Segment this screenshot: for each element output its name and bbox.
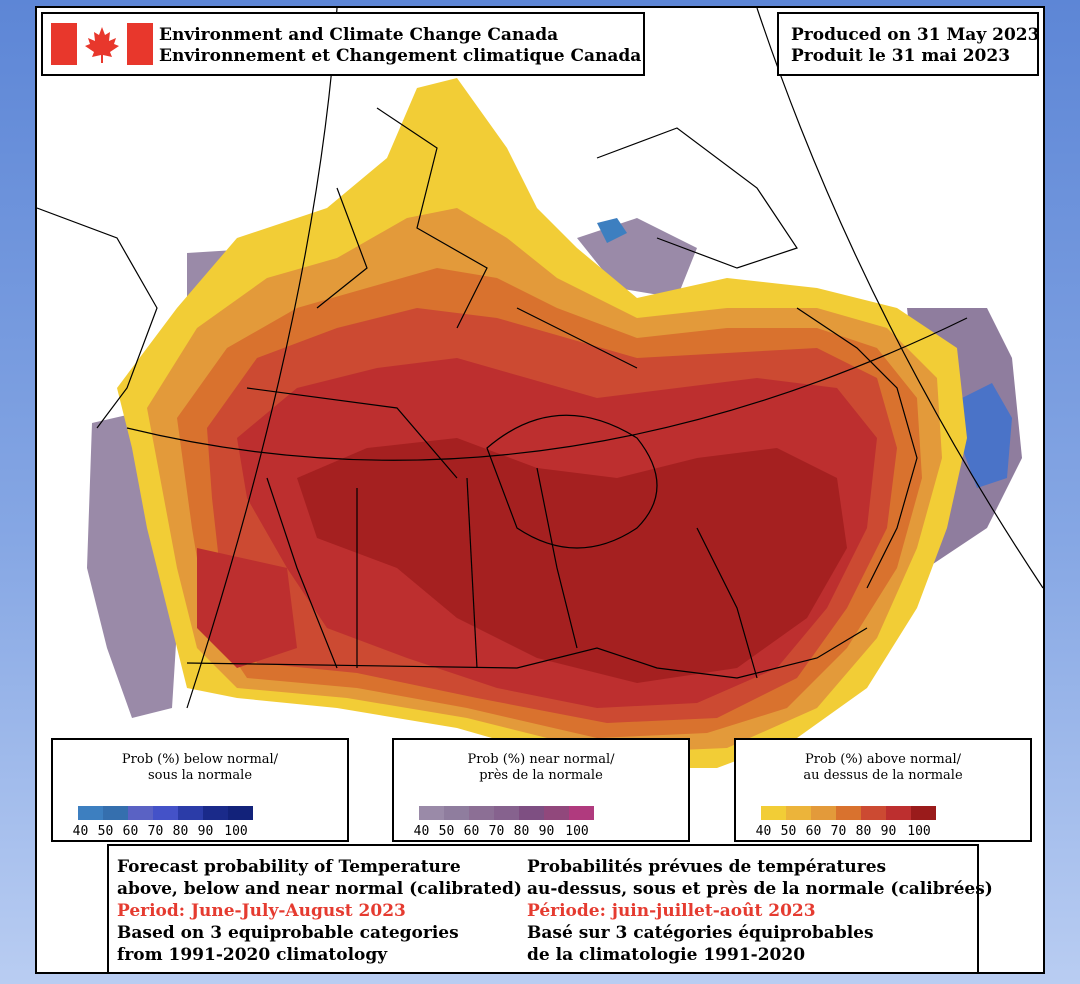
legend-near-swatch-4 <box>494 806 519 820</box>
agency-header: Environment and Climate Change Canada En… <box>41 12 645 76</box>
legend-below-normal: Prob (%) below normal/ sous la normale 4… <box>51 738 349 842</box>
forecast-map-frame: Environment and Climate Change Canada En… <box>35 6 1045 974</box>
below-normal-zone-labrador-sea <box>962 383 1012 488</box>
legend-above-subtitle: au dessus de la normale <box>803 768 963 783</box>
description-en-line5: from 1991-2020 climatology <box>117 945 388 965</box>
provincial-border-mb-on <box>536 467 578 649</box>
labrador-coast <box>796 307 918 589</box>
legend-below-color-bar <box>78 806 253 820</box>
greenland-coast <box>596 127 798 269</box>
maple-leaf-icon <box>85 27 119 63</box>
alaska-coast <box>37 207 158 429</box>
below-normal-zone-davis <box>597 218 627 243</box>
description-fr-line1: Probabilités prévues de températures <box>527 857 887 877</box>
legend-below-swatch-4 <box>153 806 178 820</box>
legend-near-swatch-3 <box>469 806 494 820</box>
legend-near-swatch-2 <box>444 806 469 820</box>
meridian-line-1 <box>186 8 338 709</box>
provincial-border-on-qc <box>696 527 758 679</box>
forecast-description: Forecast probability of Temperature abov… <box>107 844 993 972</box>
legend-below-swatch-5 <box>178 806 203 820</box>
legend-above-swatch-5 <box>861 806 886 820</box>
description-en-line2: above, below and near normal (calibrated… <box>117 879 522 899</box>
legend-below-swatch-3 <box>128 806 153 820</box>
legend-below-subtitle: sous la normale <box>147 768 253 783</box>
canada-us-border <box>186 627 868 679</box>
territorial-border <box>246 387 458 479</box>
legend-above-swatch-1 <box>761 806 786 820</box>
description-fr-line4: Basé sur 3 catégories équiprobables <box>527 923 874 943</box>
legend-above-swatch-7 <box>911 806 936 820</box>
arctic-islands-coast <box>316 107 638 369</box>
provincial-border-sk-mb <box>466 477 478 669</box>
legend-near-swatch-7 <box>569 806 594 820</box>
legend-above-swatch-3 <box>811 806 836 820</box>
legend-below-ticks: 40 50 60 70 80 90 100 <box>72 824 248 839</box>
legend-near-swatch-6 <box>544 806 569 820</box>
above-normal-zones <box>117 78 967 768</box>
agency-name-en: Environment and Climate Change Canada <box>159 25 559 45</box>
description-fr-line5: de la climatologie 1991-2020 <box>527 945 806 965</box>
legend-below-swatch-7 <box>228 806 253 820</box>
hudson-bay-coast <box>486 414 658 549</box>
legend-near-subtitle: près de la normale <box>479 768 603 783</box>
produced-date-box: Produced on 31 May 2023 Produit le 31 ma… <box>777 12 1039 76</box>
legend-near-color-bar <box>419 806 594 820</box>
description-en-line4: Based on 3 equiprobable categories <box>117 923 459 943</box>
legend-above-swatch-4 <box>836 806 861 820</box>
description-en: Forecast probability of Temperature abov… <box>117 856 522 966</box>
description-en-line1: Forecast probability of Temperature <box>117 857 461 877</box>
legend-above-swatch-2 <box>786 806 811 820</box>
agency-name-fr: Environnement et Changement climatique C… <box>159 46 642 66</box>
meridian-line-2 <box>756 8 1043 589</box>
legend-above-title: Prob (%) above normal/ <box>805 752 961 767</box>
map-linework <box>37 8 1043 709</box>
legend-near-ticks: 40 50 60 70 80 90 100 <box>413 824 589 839</box>
legend-near-title: Prob (%) near normal/ <box>467 752 615 767</box>
canada-flag <box>51 23 153 65</box>
legend-below-swatch-1 <box>78 806 103 820</box>
description-fr-period: Période: juin-juillet-août 2023 <box>527 901 816 921</box>
legend-below-title: Prob (%) below normal/ <box>121 752 279 767</box>
produced-date-fr: Produit le 31 mai 2023 <box>791 46 1011 66</box>
description-fr-line2: au-dessus, sous et près de la normale (c… <box>527 879 993 899</box>
legend-above-normal: Prob (%) above normal/ au dessus de la n… <box>734 738 1032 842</box>
provincial-border-bc-ab <box>266 477 338 669</box>
legend-near-swatch-1 <box>419 806 444 820</box>
forecast-map <box>37 8 1043 768</box>
above-90-zone <box>297 438 847 683</box>
legend-near-normal: Prob (%) near normal/ près de la normale… <box>392 738 690 842</box>
description-fr: Probabilités prévues de températures au-… <box>527 856 993 966</box>
legend-above-swatch-6 <box>886 806 911 820</box>
legend-below-swatch-2 <box>103 806 128 820</box>
legend-above-color-bar <box>761 806 936 820</box>
produced-date-en: Produced on 31 May 2023 <box>791 25 1040 45</box>
legend-below-swatch-6 <box>203 806 228 820</box>
legend-near-swatch-5 <box>519 806 544 820</box>
description-en-period: Period: June-July-August 2023 <box>117 901 406 921</box>
legend-above-ticks: 40 50 60 70 80 90 100 <box>755 824 931 839</box>
latitude-line-60 <box>126 317 968 461</box>
